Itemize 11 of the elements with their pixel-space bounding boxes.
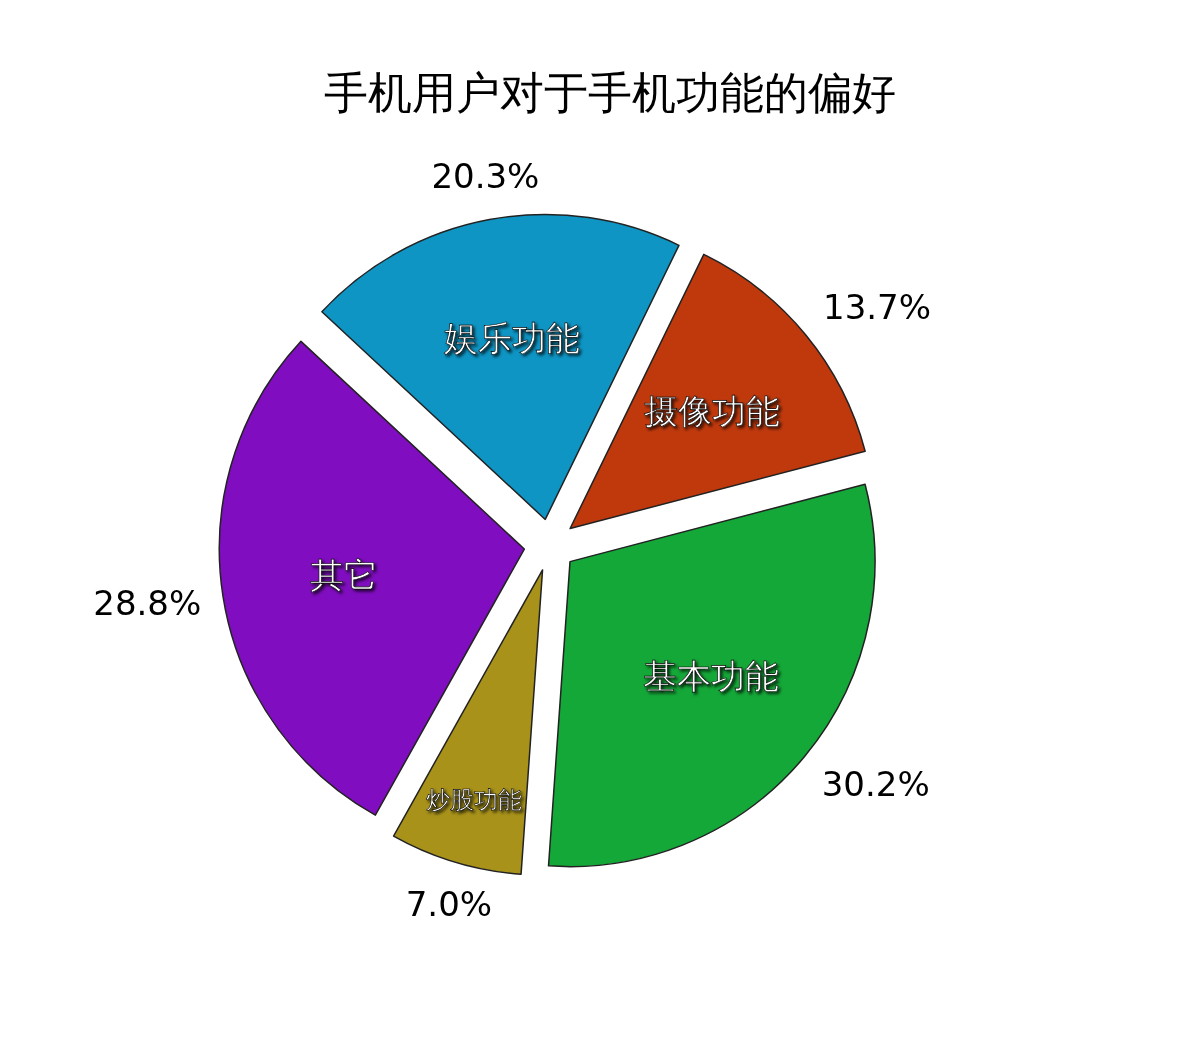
slice-label: 摄像功能 xyxy=(643,390,780,431)
data-label: 20.3% xyxy=(431,156,540,197)
data-label: 13.7% xyxy=(823,287,932,328)
slice-label: 娱乐功能 xyxy=(443,317,580,358)
chart-title: 手机用户对于手机功能的偏好 xyxy=(324,67,896,118)
data-label: 30.2% xyxy=(821,764,930,805)
data-label: 7.0% xyxy=(405,884,493,925)
slice-label: 基本功能 xyxy=(642,656,779,697)
data-label: 28.8% xyxy=(93,583,202,624)
slice-label: 炒股功能 xyxy=(426,785,523,814)
slice-label: 其它 xyxy=(309,555,378,596)
